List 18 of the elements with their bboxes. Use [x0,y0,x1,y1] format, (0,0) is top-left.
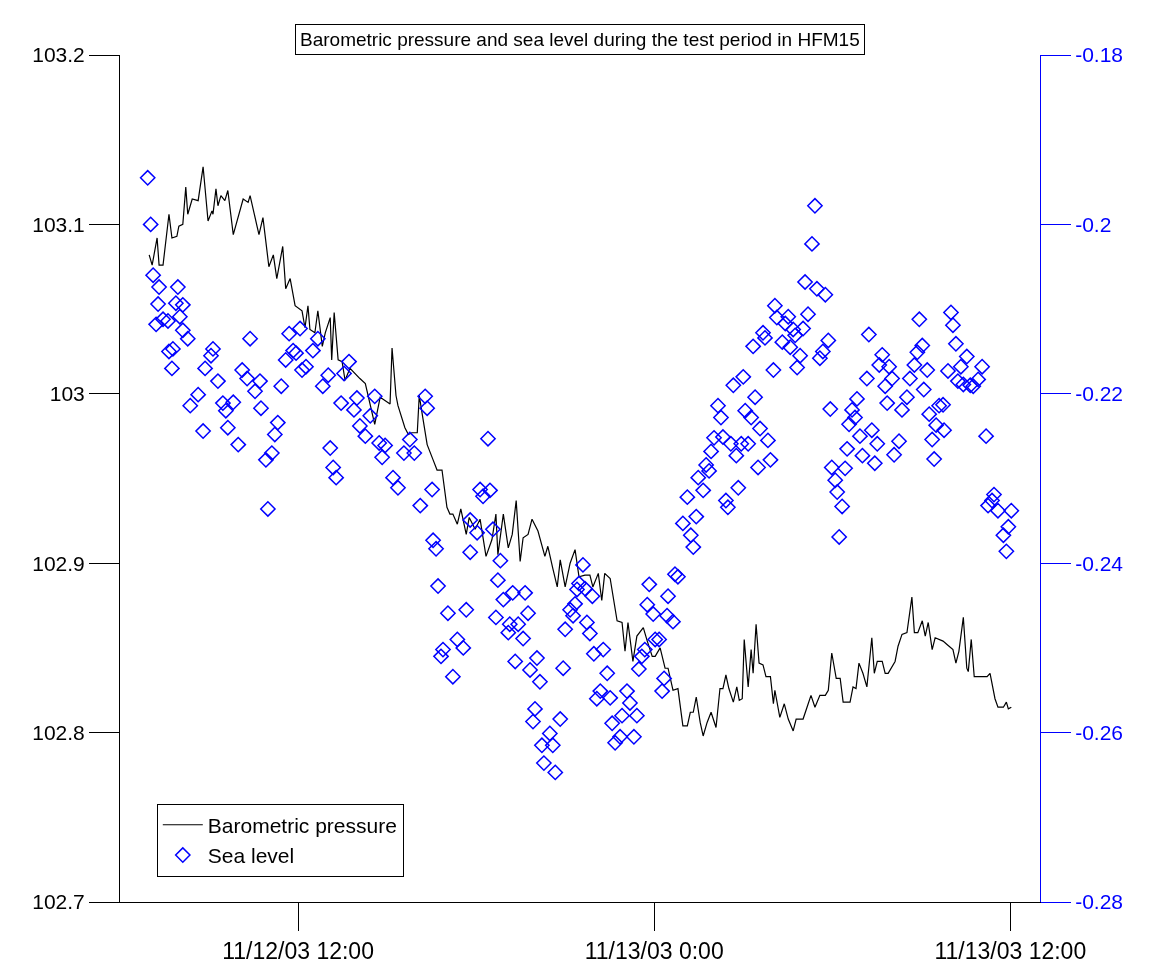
y-tick-label: 103 [49,382,85,406]
y2-tick-label: -0.2 [1075,212,1112,236]
x-tick-label: 11/12/03 12:00 [222,937,374,964]
y-tick-label: 103.1 [32,212,85,236]
x-tick-label: 11/13/03 12:00 [934,937,1087,964]
y2-tick-label: -0.24 [1075,551,1124,575]
y2-tick-label: -0.28 [1075,890,1124,914]
y-tick-label: 102.9 [32,551,85,575]
y2-tick-label: -0.26 [1075,720,1124,744]
legend-label: Sea level [207,844,295,868]
chart-title: Barometric pressure and sea level during the test period in HFM15 [300,29,860,50]
y2-tick-label: -0.22 [1075,382,1124,406]
y-tick-label: 102.8 [32,720,85,744]
y-tick-label: 103.2 [32,43,85,67]
x-tick-label: 11/13/03 0:00 [584,937,724,964]
y2-tick-label: -0.18 [1075,43,1124,67]
legend-label: Barometric pressure [207,813,397,837]
y-tick-label: 102.7 [32,890,85,914]
